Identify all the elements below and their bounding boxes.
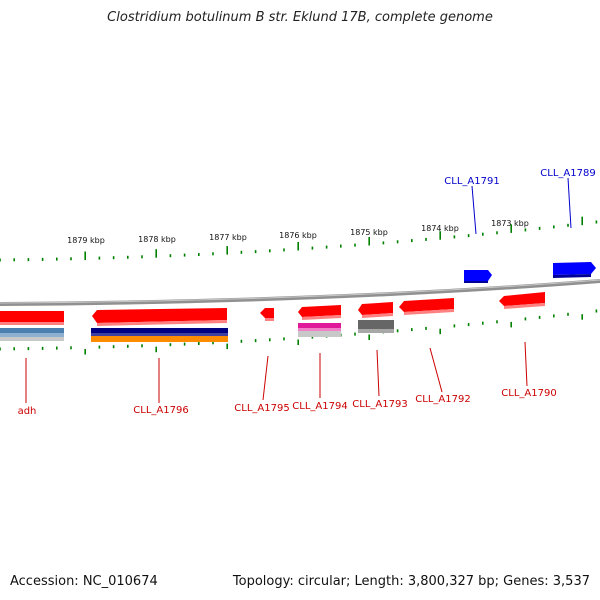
reverse-gene-CLL_A1793[interactable]: [358, 302, 394, 333]
forward-gene-leaders: [471, 177, 572, 235]
accession-text: Accession: NC_010674: [10, 574, 158, 589]
reverse-gene-leaders: [25, 341, 528, 403]
genome-backbone-highlight: [0, 279, 600, 304]
genome-backbone: [0, 279, 600, 306]
reverse-gene-CLL_A1790[interactable]: [499, 292, 545, 309]
gene-label-CLL_A1789[interactable]: CLL_A1789: [540, 168, 595, 179]
forward-gene-CLL_A1791[interactable]: [464, 270, 492, 283]
ruler-label-1875: 1875 kbp: [350, 228, 388, 237]
ruler-ticks-outer: [0, 216, 598, 262]
ruler-label-1879: 1879 kbp: [67, 236, 105, 245]
ruler-label-1878: 1878 kbp: [138, 235, 176, 244]
reverse-gene-adh[interactable]: [0, 311, 64, 341]
gene-label-adh[interactable]: adh: [18, 406, 37, 417]
gene-label-CLL_A1791[interactable]: CLL_A1791: [444, 176, 499, 187]
ruler-label-1877: 1877 kbp: [209, 233, 247, 242]
map-title: Clostridium botulinum B str. Eklund 17B,…: [107, 10, 493, 25]
gene-label-CLL_A1795[interactable]: CLL_A1795: [234, 403, 289, 414]
forward-gene-CLL_A1789[interactable]: [553, 262, 596, 278]
reverse-gene-CLL_A1795[interactable]: [260, 308, 274, 321]
reverse-gene-CLL_A1792[interactable]: [399, 298, 454, 315]
ruler-labels: 1879 kbp 1878 kbp 1877 kbp 1876 kbp 1875…: [67, 219, 529, 245]
gene-label-CLL_A1790[interactable]: CLL_A1790: [501, 388, 556, 399]
gene-label-CLL_A1792[interactable]: CLL_A1792: [415, 394, 470, 405]
ruler-label-1876: 1876 kbp: [279, 231, 317, 240]
ruler-label-1873: 1873 kbp: [491, 219, 529, 228]
reverse-gene-CLL_A1794[interactable]: [298, 305, 341, 337]
reverse-gene-CLL_A1796[interactable]: [91, 308, 228, 342]
ruler-label-1874: 1874 kbp: [421, 224, 459, 233]
gene-label-CLL_A1793[interactable]: CLL_A1793: [352, 399, 407, 410]
gene-label-CLL_A1794[interactable]: CLL_A1794: [292, 401, 347, 412]
gene-label-CLL_A1796[interactable]: CLL_A1796: [133, 405, 188, 416]
genome-summary-text: Topology: circular; Length: 3,800,327 bp…: [232, 574, 590, 589]
